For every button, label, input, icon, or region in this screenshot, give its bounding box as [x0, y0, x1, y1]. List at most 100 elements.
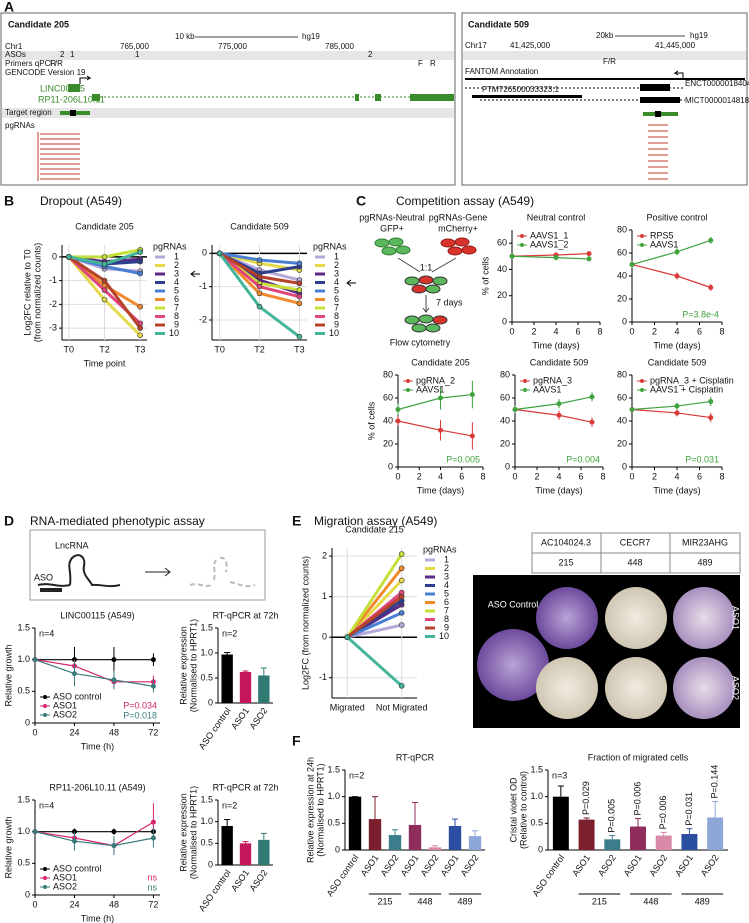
legend-marker: [406, 379, 410, 383]
point: [101, 261, 108, 267]
x-tick-label: 72: [148, 899, 158, 909]
x-tick-label: 8: [719, 326, 724, 336]
x-tick-label: 4: [438, 471, 443, 481]
browser-title: Candidate 205: [8, 19, 69, 29]
x-tick-label: 0: [395, 471, 400, 481]
y-tick-label: 80: [617, 369, 627, 379]
legend-label: pgRNA_3 + Cisplatin: [650, 375, 734, 385]
legend-label: 5: [444, 588, 449, 598]
y-tick-label: 0: [335, 844, 340, 854]
legend-label: 6: [334, 294, 339, 304]
note: n=2: [222, 800, 237, 810]
y-axis-label: Relative growth: [3, 816, 13, 878]
panel-label: B: [4, 193, 14, 209]
point: [469, 433, 475, 439]
legend-marker: [520, 234, 524, 238]
bar: [707, 817, 724, 850]
y-tick-label: 1.5: [17, 794, 30, 804]
point: [137, 258, 143, 265]
x-tick-label: T2: [254, 344, 265, 354]
series-line: [34, 821, 154, 847]
point: [296, 293, 303, 300]
track-band: [2, 51, 454, 60]
panel-title: Migration assay (A549): [314, 514, 437, 528]
y-tick-label: 1.5: [17, 622, 30, 632]
track-label: ASOs: [5, 50, 26, 59]
y-axis-label: Cristal violet OD: [508, 777, 518, 843]
point: [256, 257, 263, 263]
y-tick-label: 20: [617, 293, 627, 303]
y-axis-label: (Normalised to HPRT1): [188, 619, 198, 712]
x-tick-label: ASO2: [699, 853, 721, 878]
legend-label: 1: [174, 251, 179, 261]
series-line: [34, 659, 154, 683]
point: [216, 250, 223, 257]
bar: [408, 824, 422, 850]
chart-title: Candidate 205: [75, 221, 134, 231]
aso-shape: [40, 588, 62, 592]
legend-label: 2: [444, 563, 449, 573]
x-tick-label: ASO1: [229, 868, 251, 893]
tss-arrow: [79, 75, 92, 84]
cells-green: [374, 237, 411, 256]
track-label: Primers qPCR: [5, 59, 56, 68]
x-axis-label: Time (days): [653, 485, 700, 495]
y-tick-label: -3: [49, 323, 57, 333]
y-tick-label: 80: [617, 224, 627, 234]
gene-label: RP11-206L10.11: [38, 94, 105, 104]
x-tick-label: Migrated: [330, 702, 365, 712]
legend-title: pgRNAs: [423, 544, 457, 554]
table-header: CECR7: [620, 537, 651, 547]
y-tick-label: 0.5: [530, 818, 543, 828]
image-label: ASO Control: [488, 599, 539, 609]
y-tick-label: 1.0: [200, 647, 213, 657]
y-tick-label: 0: [208, 697, 213, 707]
group-label: 448: [417, 896, 432, 906]
point: [111, 829, 117, 835]
x-tick-label: 6: [697, 471, 702, 481]
x-axis-label: Time (days): [653, 340, 700, 350]
point: [586, 256, 592, 262]
y-tick-label: 1.0: [17, 654, 30, 664]
x-tick-label: 24: [69, 899, 79, 909]
primer-label: F/R: [603, 57, 616, 66]
y-tick-label: 40: [617, 415, 627, 425]
point: [437, 395, 443, 401]
primer-label: F/R: [50, 59, 63, 68]
legend-label: 9: [444, 622, 449, 632]
migration-table: AC104024.3 CECR7 MIR23AHG 215 448 489: [531, 532, 741, 574]
point: [398, 683, 405, 689]
legend-label: 8: [174, 311, 179, 321]
chart-title: Positive control: [646, 212, 707, 222]
track-label: GENCODE Version 19: [5, 68, 86, 77]
y-tick-label: -1: [199, 281, 207, 291]
point: [101, 277, 108, 284]
legend-marker: [406, 388, 410, 392]
aso-label: 2: [60, 50, 65, 59]
y-tick-label: 80: [500, 369, 510, 379]
x-tick-label: 8: [597, 326, 602, 336]
x-tick-label: ASO1: [439, 853, 461, 878]
point: [589, 419, 595, 425]
legend-label: ASO2: [53, 709, 77, 719]
panel-title: RNA-mediated phenotypic assay: [30, 514, 205, 528]
x-tick-label: ASO control: [325, 853, 361, 898]
y-tick-label: 20: [617, 438, 627, 448]
chart-title: Fraction of migrated cells: [588, 752, 689, 762]
x-axis-label: Time (h): [81, 913, 114, 923]
bar: [681, 834, 698, 850]
annotation: P=0.144: [710, 765, 720, 799]
x-tick-label: ASO2: [247, 706, 269, 731]
diagram-text: pgRNAs-Neutral: [359, 212, 425, 222]
y-tick-label: 1.5: [530, 764, 543, 774]
y-tick-label: 2: [322, 550, 327, 560]
y-tick-label: -2: [49, 299, 57, 309]
scale-label: 20kb: [596, 31, 614, 40]
x-axis-label: Time (days): [417, 485, 464, 495]
gene-label: ENCT00000184043.1: [685, 79, 749, 88]
series-line: [631, 400, 711, 411]
y-tick-label: -1: [49, 275, 57, 285]
chart-title: RT-qPCR: [396, 752, 435, 762]
tss-arrow: [673, 70, 684, 79]
note: n=4: [39, 628, 54, 638]
